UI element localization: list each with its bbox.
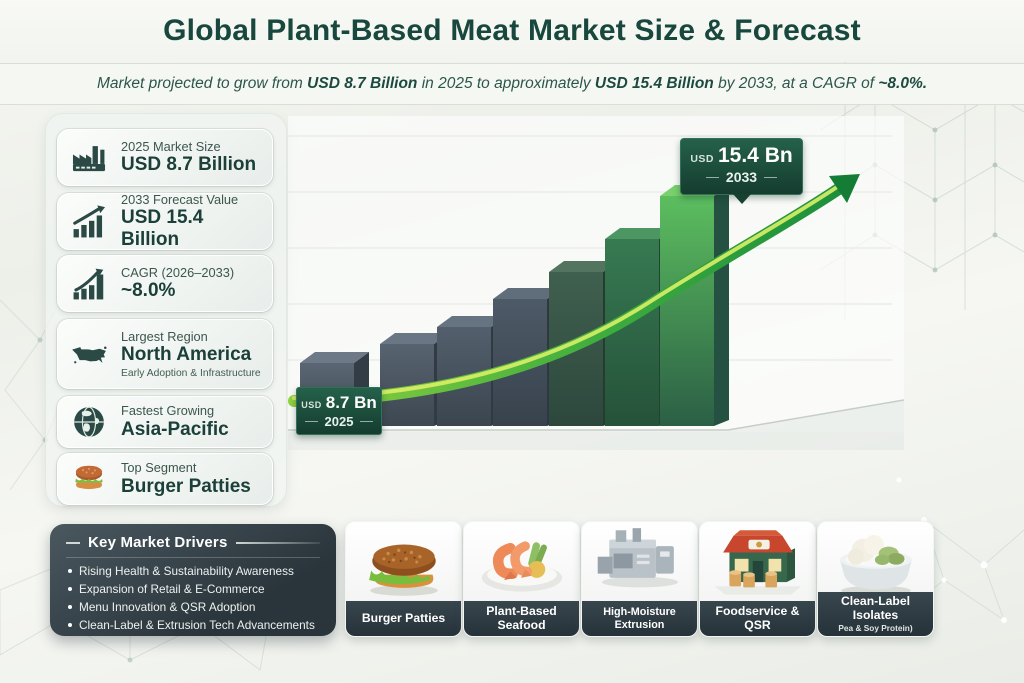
arrow-head [829, 174, 860, 203]
stat-label: CAGR (2026–2033) [121, 264, 235, 280]
stat-label: 2025 Market Size [121, 138, 221, 154]
stat-value: USD 8.7 Billion [121, 154, 257, 176]
subtitle-highlight-2033-value: USD 15.4 Billion [594, 75, 714, 92]
cagr-arrow-icon [66, 262, 112, 306]
burger-icon [66, 457, 112, 501]
value-label: 15.4 Bn [717, 144, 793, 167]
badge-2033-value: USD 15.4 Bn 2033 [680, 138, 803, 195]
globe-icon [66, 400, 112, 444]
key-market-drivers-panel: Key Market Drivers Rising Health & Susta… [50, 524, 336, 636]
stat-label: Largest Region [121, 328, 208, 344]
currency-label: USD [690, 153, 714, 165]
subtitle-highlight-2025-value: USD 8.7 Billion [307, 75, 418, 92]
page-title: Global Plant-Based Meat Market Size & Fo… [163, 14, 861, 47]
seafood-photo [464, 522, 579, 601]
drivers-title: Key Market Drivers [66, 534, 320, 551]
stat-card-cagr: CAGR (2026–2033) ~8.0% [57, 255, 273, 312]
factory-icon [66, 136, 112, 180]
divider [66, 557, 320, 558]
stat-label: Top Segment [121, 460, 197, 476]
burger-photo [346, 522, 461, 601]
stat-value: Burger Patties [121, 475, 251, 497]
stat-value: North America [121, 344, 252, 366]
stats-sidebar: 2025 Market Size USD 8.7 Billion 2033 Fo… [45, 113, 287, 507]
stat-label: 2033 Forecast Value [121, 191, 239, 207]
subtitle-text: in 2025 to approximately [417, 75, 595, 92]
segment-label: High-Moisture Extrusion [582, 601, 697, 636]
value-label: 8.7 Bn [325, 393, 377, 412]
usa-map-icon [66, 332, 112, 376]
stat-value: USD 15.4 Billion [121, 207, 204, 251]
segment-label: Clean-Label Isolates [840, 594, 911, 623]
driver-item: Expansion of Retail & E-Commerce [66, 582, 320, 596]
stat-card-2033-forecast: 2033 Forecast Value USD 15.4 Billion [57, 191, 273, 251]
chart-floor [288, 400, 904, 450]
segment-label: Plant-Based Seafood [464, 601, 579, 636]
protein-isolate-bowl-photo [818, 522, 933, 601]
growth-chart-icon [66, 200, 112, 244]
subtitle-text: Market projected to grow from [96, 75, 308, 92]
segment-card-foodservice-qsr: Foodservice & QSR [699, 521, 816, 637]
currency-label: USD [301, 400, 322, 410]
header: Global Plant-Based Meat Market Size & Fo… [0, 0, 1024, 62]
subtitle-highlight-cagr: ~8.0%. [878, 75, 928, 92]
stat-label: Fastest Growing [121, 403, 215, 419]
segment-card-high-moisture-extrusion: High-Moisture Extrusion [581, 521, 698, 637]
subtitle-strip: Market projected to grow from USD 8.7 Bi… [0, 63, 1024, 105]
badge-2025-value: USD 8.7 Bn 2025 [296, 387, 382, 435]
driver-item: Rising Health & Sustainability Awareness [66, 564, 320, 578]
year-label: 2025 [297, 414, 381, 429]
segment-label: Foodservice & QSR [700, 601, 815, 636]
stat-card-top-segment: Top Segment Burger Patties [57, 453, 273, 505]
driver-item: Clean-Label & Extrusion Tech Advancement… [66, 618, 320, 632]
stat-card-fastest-growing: Fastest Growing Asia-Pacific [57, 396, 273, 448]
stat-subtext: Early Adoption & Infrastructure [121, 368, 261, 380]
chart-baseline [288, 399, 904, 431]
stat-card-largest-region: Largest Region North America Early Adopt… [57, 319, 273, 389]
segment-card-clean-label-isolates: Clean-Label Isolates Pea & Soy Protein) [817, 521, 934, 637]
subtitle-text: by 2033, at a CAGR of [713, 75, 879, 92]
subtitle: Market projected to grow from USD 8.7 Bi… [97, 75, 927, 93]
driver-item: Menu Innovation & QSR Adoption [66, 600, 320, 614]
extrusion-machine-photo [582, 522, 697, 601]
stat-card-2025-market-size: 2025 Market Size USD 8.7 Billion [57, 129, 273, 186]
growth-arrow [288, 174, 860, 407]
restaurant-photo [700, 522, 815, 601]
drivers-list: Rising Health & Sustainability Awareness… [66, 564, 320, 632]
segment-label: Burger Patties [346, 601, 461, 636]
year-label: 2033 [681, 169, 802, 185]
stat-value: ~8.0% [121, 280, 176, 302]
stat-value: Asia-Pacific [121, 418, 229, 440]
segment-sublabel: Pea & Soy Protein) [838, 622, 913, 633]
segment-label-group: Clean-Label Isolates Pea & Soy Protein) [818, 592, 933, 636]
segment-card-plant-based-seafood: Plant-Based Seafood [463, 521, 580, 637]
segment-card-burger-patties: Burger Patties [345, 521, 462, 637]
